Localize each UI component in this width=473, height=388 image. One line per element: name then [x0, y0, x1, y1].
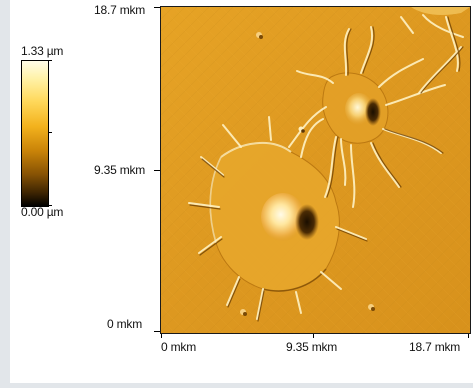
- x-tick-label-left: 0 mkm: [161, 340, 197, 354]
- y-tick-top: [154, 7, 160, 8]
- colorbar-min-label: 0.00 µm: [21, 205, 64, 219]
- x-tick-label-right: 18.7 mkm: [409, 340, 461, 354]
- x-tick-left: [161, 333, 162, 338]
- afm-image: [160, 6, 471, 334]
- y-tick-label-mid: 9.35 mkm: [94, 163, 146, 177]
- colorbar-max-label: 1.33 µm: [21, 44, 64, 58]
- x-tick-mid: [313, 333, 314, 338]
- x-tick-label-mid: 9.35 mkm: [286, 340, 338, 354]
- y-tick-label-bottom: 0 mkm: [107, 317, 143, 331]
- colorbar-tick-top: [48, 60, 52, 61]
- afm-surface-drawing: [161, 7, 470, 333]
- colorbar-tick-mid: [48, 132, 52, 133]
- colorbar-tick-bottom: [48, 205, 52, 206]
- x-tick-right: [468, 333, 469, 338]
- y-tick-mid: [154, 170, 160, 171]
- y-tick-bottom: [154, 331, 160, 332]
- height-colorbar: [21, 60, 49, 207]
- y-tick-label-top: 18.7 mkm: [94, 3, 146, 17]
